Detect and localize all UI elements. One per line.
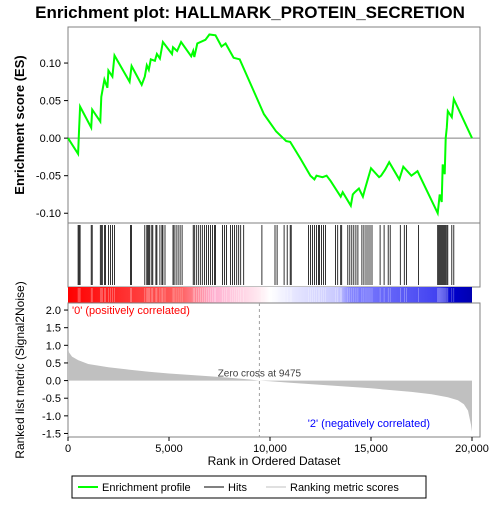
metric-y-tick-label: 1.5	[46, 323, 61, 335]
rank-color-bar	[68, 287, 472, 303]
metric-y-tick-label: 2.0	[46, 305, 61, 317]
metric-x-tick-label: 10,000	[253, 443, 287, 455]
metric-y-tick-label: 0.0	[46, 376, 61, 388]
zero-cross-label: Zero cross at 9475	[218, 369, 302, 380]
metric-y-tick-label: -0.5	[42, 393, 61, 405]
legend-hits-label: Hits	[228, 482, 247, 494]
es-y-tick-label: 0.10	[40, 58, 61, 70]
metric-x-tick-label: 0	[65, 443, 71, 455]
legend-ranking-label: Ranking metric scores	[290, 482, 399, 494]
metric-panel: Zero cross at 9475 '0' (positively corre…	[13, 281, 489, 468]
metric-x-tick-label: 15,000	[354, 443, 388, 455]
es-y-tick-label: 0.05	[40, 96, 61, 108]
es-panel: -0.10 -0.05 0.00 0.05 0.10 Enrichment score …	[12, 26, 481, 224]
legend-enrichment-label: Enrichment profile	[102, 482, 191, 494]
rank-bar-hit-marks	[77, 288, 455, 302]
hit-markers	[77, 225, 455, 285]
ranking-metric-area	[68, 347, 472, 432]
metric-x-tick-label: 5,000	[155, 443, 183, 455]
metric-x-tick-label: 20,000	[455, 443, 489, 455]
metric-x-axis: 0 5,000 10,000 15,000 20,000	[65, 437, 489, 455]
chart-title: Enrichment plot: HALLMARK_PROTEIN_SECRET…	[35, 3, 465, 22]
es-y-axis-label: Enrichment score (ES)	[12, 55, 27, 194]
enrichment-profile-line	[67, 33, 473, 217]
metric-y-tick-label: 1.0	[46, 340, 61, 352]
es-y-tick-label: -0.05	[36, 171, 61, 183]
metric-y-axis-label: Ranked list metric (Signal2Noise)	[13, 281, 27, 458]
metric-x-axis-label: Rank in Ordered Dataset	[208, 454, 341, 468]
legend-box	[71, 475, 427, 499]
es-plot-frame	[67, 26, 481, 224]
rank-gradient	[68, 287, 472, 303]
metric-y-tick-label: -1.5	[42, 428, 61, 440]
hits-panel	[67, 222, 481, 288]
metric-plot-frame	[67, 302, 481, 438]
legend: Enrichment profile Hits Ranking metric s…	[71, 475, 427, 499]
es-y-tick-label: -0.10	[36, 208, 61, 220]
positive-correlation-label: '0' (positively correlated)	[72, 305, 190, 317]
negative-correlation-label: '2' (negatively correlated)	[308, 418, 430, 430]
es-y-tick-label: 0.00	[40, 133, 61, 145]
metric-y-axis: -1.5 -1.0 -0.5 0.0 0.5 1.0 1.5 2.0	[42, 305, 68, 440]
es-y-axis: -0.10 -0.05 0.00 0.05 0.10	[36, 58, 68, 220]
metric-y-tick-label: -1.0	[42, 411, 61, 423]
metric-y-tick-label: 0.5	[46, 358, 61, 370]
